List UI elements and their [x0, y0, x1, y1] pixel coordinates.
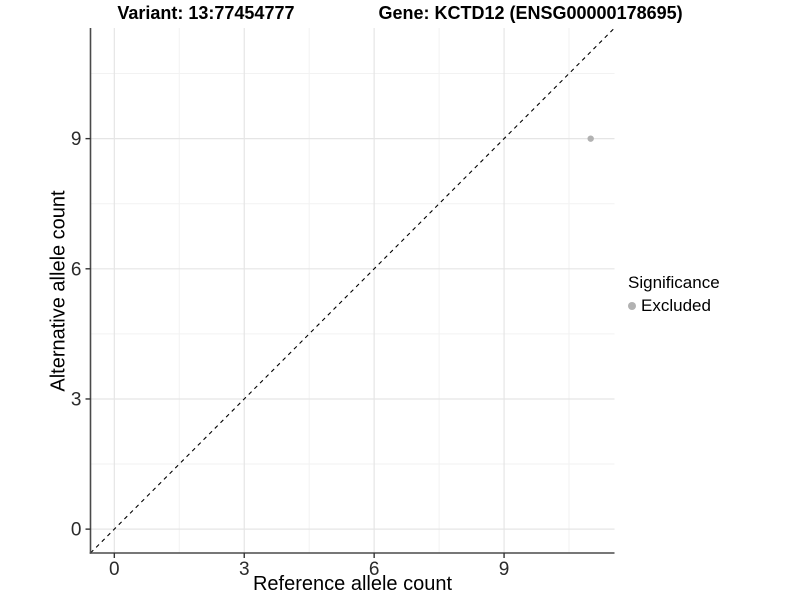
legend-title: Significance	[628, 273, 720, 292]
x-tick-label: 9	[499, 559, 510, 580]
x-tick-label: 0	[109, 559, 120, 580]
y-axis-title: Alternative allele count	[47, 190, 70, 392]
data-point	[587, 135, 594, 142]
y-tick-label: 9	[71, 129, 82, 150]
x-tick-label: 3	[239, 559, 250, 580]
plot-title-gene: Gene: KCTD12 (ENSG00000178695)	[378, 3, 683, 23]
excluded-point-icon	[628, 302, 636, 310]
x-axis-title: Reference allele count	[252, 573, 452, 595]
plot-title-variant: Variant: 13:77454777	[117, 3, 295, 23]
x-tick-label: 6	[369, 559, 380, 580]
plot-title: Variant: 13:77454777 Gene: KCTD12 (ENSG0…	[0, 3, 800, 23]
legend-item-excluded: Excluded	[628, 296, 720, 316]
identity-dashed-line	[90, 27, 615, 554]
y-tick-label: 6	[71, 259, 82, 280]
legend: Significance Excluded	[628, 273, 720, 316]
legend-item-label: Excluded	[641, 296, 711, 315]
y-tick-label: 0	[71, 520, 82, 541]
y-tick-label: 3	[71, 389, 82, 410]
